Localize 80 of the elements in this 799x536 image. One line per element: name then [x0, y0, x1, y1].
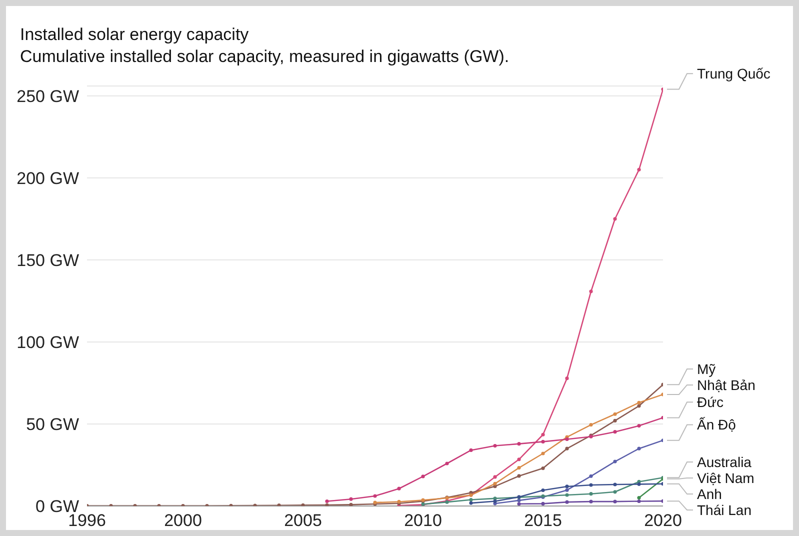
point [565, 437, 569, 442]
y-tick-label: 250 GW [16, 86, 79, 106]
point [637, 404, 641, 408]
point [613, 482, 617, 486]
point [517, 498, 521, 502]
text: Thái Lan [697, 502, 752, 518]
point [613, 490, 617, 494]
point [469, 448, 473, 452]
x-tick-label: 2015 [524, 511, 562, 530]
x-tick-label: 2020 [644, 511, 682, 530]
y-tick-label: 50 GW [26, 415, 79, 434]
point [325, 503, 329, 506]
point [613, 217, 617, 221]
point [517, 474, 521, 478]
y-tick-label: 150 GW [16, 250, 79, 270]
point [325, 499, 329, 504]
point [493, 482, 497, 486]
point [637, 482, 641, 486]
text: Ấn Độ [697, 416, 736, 433]
point [565, 446, 569, 450]
y-tick-label: 200 GW [16, 168, 79, 188]
point [589, 492, 593, 496]
point [589, 290, 593, 294]
point [541, 432, 545, 436]
point [637, 446, 641, 450]
point [637, 496, 641, 500]
point [517, 502, 521, 506]
point [565, 376, 569, 380]
point [541, 502, 545, 506]
point [637, 424, 641, 428]
point [301, 503, 305, 506]
point [613, 418, 617, 422]
point [637, 168, 641, 172]
point [613, 500, 617, 504]
point [565, 488, 569, 492]
point [589, 474, 593, 478]
point [517, 458, 521, 462]
point [613, 460, 617, 464]
point [421, 474, 425, 478]
point [637, 499, 641, 504]
text: Australia [697, 454, 752, 470]
y-tick-label: 100 GW [16, 332, 79, 352]
point [541, 452, 545, 456]
point [445, 462, 449, 466]
point [469, 498, 473, 502]
point [565, 484, 569, 488]
text: Anh [697, 486, 722, 502]
point [565, 500, 569, 504]
text: Đức [697, 394, 724, 410]
point [541, 466, 545, 470]
point [613, 412, 617, 416]
point [397, 486, 401, 490]
point [565, 493, 569, 497]
point [493, 499, 497, 504]
point [613, 430, 617, 434]
text: Trung Quốc [697, 66, 770, 82]
point [349, 497, 353, 501]
point [517, 442, 521, 446]
point [517, 466, 521, 470]
point [493, 475, 497, 479]
point [589, 500, 593, 504]
point [637, 400, 641, 404]
point [589, 422, 593, 427]
chart-subtitle: Cumulative installed solar capacity, measured in gigawatts (GW). [20, 46, 510, 68]
text: Nhật Bản [697, 376, 756, 393]
point [541, 440, 545, 444]
x-tick-label: 1996 [68, 511, 106, 530]
point [469, 501, 473, 505]
chart-title: Installed solar energy capacity [20, 24, 250, 46]
point [493, 444, 497, 448]
x-tick-label: 2010 [404, 511, 442, 530]
point [349, 502, 353, 506]
line-series [87, 382, 663, 506]
text: Việt Nam [697, 470, 754, 486]
x-tick-label: 2005 [284, 511, 322, 530]
text: Mỹ [697, 360, 716, 377]
x-tick-label: 2000 [164, 511, 202, 530]
point [589, 483, 593, 487]
point [373, 494, 377, 498]
point [541, 488, 545, 492]
